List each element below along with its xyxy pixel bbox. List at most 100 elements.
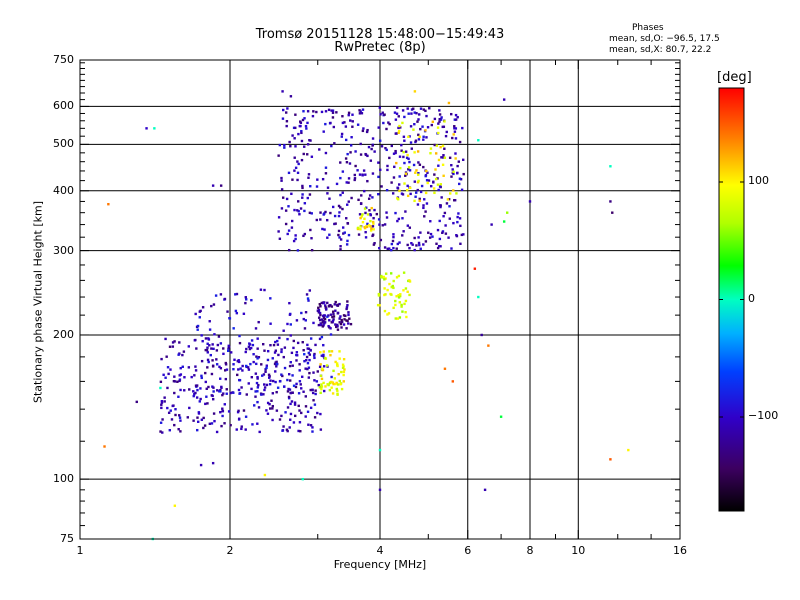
data-point xyxy=(240,427,243,431)
data-point xyxy=(385,211,388,214)
data-point xyxy=(232,367,235,371)
data-point xyxy=(452,189,455,192)
data-point xyxy=(275,360,278,364)
data-point xyxy=(448,156,452,159)
data-point xyxy=(322,319,325,323)
data-point xyxy=(373,150,376,153)
data-point xyxy=(160,400,164,403)
data-point xyxy=(339,193,342,197)
data-point xyxy=(283,385,286,388)
data-point xyxy=(285,120,289,123)
data-point xyxy=(203,424,207,427)
data-point xyxy=(462,158,465,162)
data-point xyxy=(383,113,386,116)
data-point xyxy=(283,143,286,147)
data-point xyxy=(268,402,271,406)
data-point xyxy=(210,372,214,376)
data-point xyxy=(346,203,349,206)
data-point xyxy=(375,212,379,216)
data-point xyxy=(170,418,174,421)
data-point xyxy=(398,175,401,178)
data-point xyxy=(413,123,416,126)
data-point xyxy=(372,228,375,231)
data-point xyxy=(168,429,172,432)
data-point xyxy=(398,301,402,304)
data-point xyxy=(407,168,410,171)
data-point xyxy=(439,183,443,186)
data-point xyxy=(422,135,425,138)
data-point xyxy=(329,211,332,215)
data-point xyxy=(435,144,439,147)
data-point xyxy=(398,155,402,158)
x-tick-label: 4 xyxy=(376,544,384,557)
data-point xyxy=(359,216,362,220)
data-point xyxy=(284,411,287,414)
data-point xyxy=(358,112,362,115)
data-point xyxy=(412,107,415,110)
data-point xyxy=(388,282,391,286)
data-point xyxy=(311,388,314,392)
data-point xyxy=(296,171,300,175)
data-point xyxy=(297,162,300,166)
data-point xyxy=(256,347,259,350)
data-point xyxy=(418,113,421,116)
data-point xyxy=(269,344,272,347)
data-point xyxy=(286,429,289,433)
data-point xyxy=(407,166,411,169)
data-point xyxy=(433,143,436,147)
data-point xyxy=(417,172,420,175)
data-point xyxy=(256,400,259,404)
data-point xyxy=(438,185,442,188)
data-point xyxy=(294,385,298,389)
data-point xyxy=(319,313,322,317)
data-point xyxy=(224,361,228,365)
data-point xyxy=(135,400,138,404)
data-point xyxy=(225,388,228,391)
data-point xyxy=(480,333,483,337)
data-point xyxy=(306,153,309,156)
data-point xyxy=(206,402,209,405)
data-point xyxy=(402,230,405,233)
data-point xyxy=(249,362,252,366)
data-point xyxy=(397,296,401,299)
data-point xyxy=(205,348,209,352)
data-point xyxy=(395,161,398,165)
data-point xyxy=(236,373,239,377)
data-point xyxy=(178,416,182,419)
data-point xyxy=(196,328,199,331)
data-point xyxy=(282,108,285,112)
data-point xyxy=(360,112,364,115)
data-point xyxy=(159,380,163,384)
data-point xyxy=(426,181,429,185)
data-point xyxy=(307,423,310,426)
data-point xyxy=(293,169,296,172)
data-point xyxy=(346,152,349,156)
data-point xyxy=(286,337,289,341)
data-point xyxy=(301,186,304,190)
data-point xyxy=(270,399,273,402)
data-point xyxy=(419,107,423,110)
data-point xyxy=(393,165,396,169)
data-point xyxy=(167,372,170,376)
data-point xyxy=(249,346,253,350)
data-point xyxy=(502,98,506,101)
data-point xyxy=(172,379,176,383)
data-point xyxy=(442,215,445,218)
data-point xyxy=(343,318,346,321)
y-tick-label: 500 xyxy=(53,137,74,151)
data-point xyxy=(173,375,176,378)
data-point xyxy=(392,246,395,250)
data-point xyxy=(417,138,421,141)
data-point xyxy=(321,177,325,181)
data-point xyxy=(345,307,348,311)
data-point xyxy=(420,184,424,188)
data-point xyxy=(331,310,335,313)
data-point xyxy=(334,382,337,386)
data-point xyxy=(401,109,405,112)
data-point xyxy=(289,144,292,148)
data-point xyxy=(397,274,401,278)
data-point xyxy=(274,340,277,344)
data-point xyxy=(221,407,224,410)
data-point xyxy=(324,306,327,309)
data-point xyxy=(305,355,309,359)
